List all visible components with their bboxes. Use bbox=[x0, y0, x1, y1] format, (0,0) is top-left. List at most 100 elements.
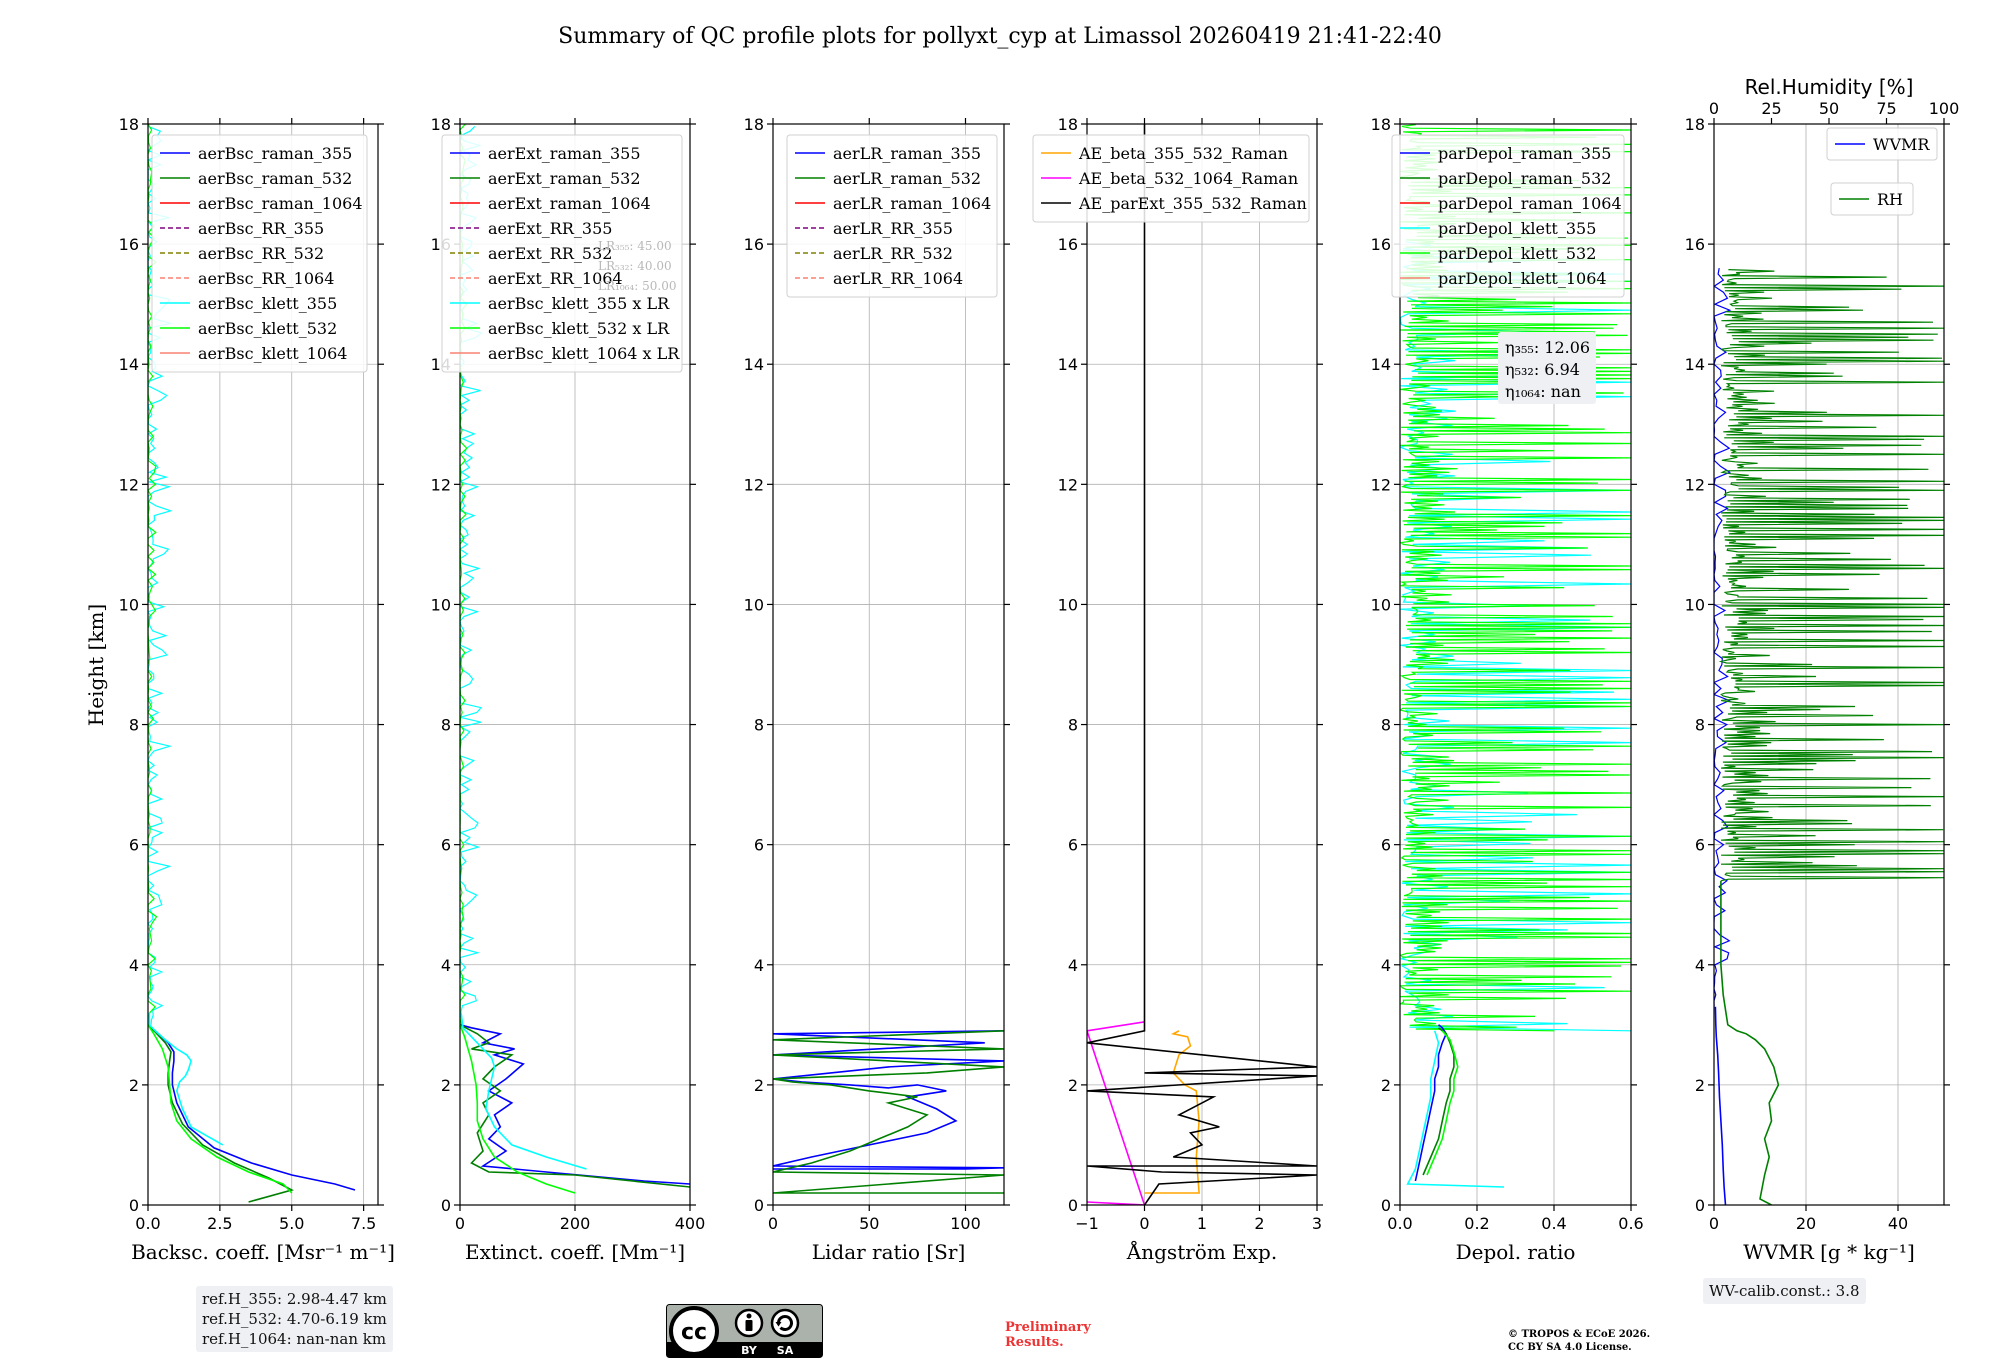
y-tick-label: 12 bbox=[431, 475, 451, 494]
y-tick-label: 12 bbox=[1058, 475, 1078, 494]
y-tick-label: 12 bbox=[119, 475, 139, 494]
y-tick-label: 18 bbox=[119, 115, 139, 134]
y-tick-label: 2 bbox=[441, 1076, 451, 1095]
y-tick-label: 14 bbox=[1058, 355, 1078, 374]
legend-label: parDepol_klett_532 bbox=[1438, 244, 1596, 263]
x-axis-label: Lidar ratio [Sr] bbox=[812, 1240, 966, 1264]
y-tick-label: 14 bbox=[1371, 355, 1391, 374]
legend-label: parDepol_raman_1064 bbox=[1438, 194, 1622, 213]
preliminary-note: Preliminary Results. bbox=[1005, 1320, 1091, 1350]
y-tick-label: 4 bbox=[754, 956, 764, 975]
legend-label: aerExt_RR_532 bbox=[488, 244, 612, 263]
y-tick-label: 10 bbox=[431, 595, 451, 614]
legend-label: parDepol_raman_355 bbox=[1438, 144, 1611, 163]
top-x-tick-label: 25 bbox=[1761, 99, 1781, 118]
copyright-note: © TROPOS & ECoE 2026. CC BY SA 4.0 Licen… bbox=[1508, 1328, 1650, 1354]
preliminary-line-1: Preliminary bbox=[1005, 1320, 1091, 1335]
y-tick-label: 0 bbox=[1695, 1196, 1705, 1215]
panel-lidar_ratio: 0 2 4 6 8 10 12 14 16 18 0 50 100 Lidar ratio [Sr] aer… bbox=[744, 115, 1010, 1264]
y-tick-label: 18 bbox=[1371, 115, 1391, 134]
y-tick-label: 8 bbox=[1068, 716, 1078, 735]
y-tick-label: 18 bbox=[1685, 115, 1705, 134]
x-tick-label: 0.6 bbox=[1618, 1214, 1643, 1233]
x-tick-label: 0.2 bbox=[1464, 1214, 1489, 1233]
cc-by-sa-logo: cc BY SA bbox=[666, 1304, 823, 1358]
copyright-line-1: © TROPOS & ECoE 2026. bbox=[1508, 1329, 1651, 1340]
figure-title: Summary of QC profile plots for pollyxt_… bbox=[558, 24, 1442, 49]
lr-annotation: LR₅₃₂: 40.00 bbox=[598, 259, 672, 273]
legend-label: aerBsc_RR_532 bbox=[198, 244, 324, 263]
series-line-ae-parext-355-532-raman bbox=[1087, 124, 1317, 1205]
legend-label: AE_beta_355_532_Raman bbox=[1078, 144, 1288, 163]
ref-height-355: ref.H_355: 2.98-4.47 km bbox=[202, 1290, 387, 1308]
axes-frame bbox=[772, 123, 1005, 1206]
y-tick-label: 12 bbox=[1371, 475, 1391, 494]
ref-height-1064: ref.H_1064: nan-nan km bbox=[202, 1330, 387, 1348]
y-tick-label: 8 bbox=[441, 716, 451, 735]
legend-label: aerLR_raman_532 bbox=[833, 169, 981, 188]
y-tick-label: 10 bbox=[119, 595, 139, 614]
y-tick-label: 2 bbox=[1381, 1076, 1391, 1095]
series-line-pardepol-klett-355 bbox=[1406, 1030, 1505, 1188]
y-tick-label: 6 bbox=[1068, 836, 1078, 855]
y-tick-label: 10 bbox=[1058, 595, 1078, 614]
plot-area-lidar_ratio bbox=[773, 1030, 1004, 1194]
x-tick-label: 40 bbox=[1888, 1214, 1908, 1233]
legend-label: aerBsc_raman_355 bbox=[198, 144, 352, 163]
series-line-ae-beta-355-532-raman bbox=[1144, 1030, 1200, 1194]
by-label: BY bbox=[741, 1344, 758, 1357]
y-axis-label: Height [km] bbox=[84, 604, 108, 726]
panel-backscatter: 0 2 4 6 8 10 12 14 16 18 0.0 2.5 5.0 7.5 Backsc. coeff… bbox=[119, 115, 395, 1264]
x-tick-label: 200 bbox=[560, 1214, 591, 1233]
legend-label: parDepol_raman_532 bbox=[1438, 169, 1611, 188]
y-tick-label: 14 bbox=[119, 355, 139, 374]
noise-profile-lime bbox=[148, 124, 158, 1025]
axes-frame bbox=[147, 123, 379, 1206]
y-tick-label: 16 bbox=[119, 235, 139, 254]
sa-share-icon bbox=[770, 1308, 800, 1338]
y-tick-label: 14 bbox=[744, 355, 764, 374]
cc-logo-text: cc bbox=[681, 1320, 707, 1345]
y-tick-label: 0 bbox=[1381, 1196, 1391, 1215]
series-line-aerbsc-klett-355-x-lr bbox=[460, 1012, 587, 1170]
x-tick-label: 0.4 bbox=[1541, 1214, 1566, 1233]
top-x-tick-label: 75 bbox=[1876, 99, 1896, 118]
panel-depol: 0 2 4 6 8 10 12 14 16 18 0.0 0.2 0.4 0.6 Depol. ratio p… bbox=[1371, 115, 1644, 1264]
lr-annotation: LR₃₅₅: 45.00 bbox=[598, 239, 672, 253]
legend-label: aerBsc_raman_1064 bbox=[198, 194, 363, 213]
eta-text: η₅₃₂: 6.94 bbox=[1505, 360, 1580, 379]
eta-text: η₃₅₅: 12.06 bbox=[1505, 338, 1590, 357]
y-tick-label: 2 bbox=[129, 1076, 139, 1095]
legend-label: aerBsc_klett_1064 bbox=[198, 344, 347, 363]
legend-label: aerBsc_klett_532 bbox=[198, 319, 337, 338]
legend-label: aerLR_RR_532 bbox=[833, 244, 953, 263]
legend-box bbox=[1830, 182, 1914, 216]
x-tick-label: 3 bbox=[1312, 1214, 1322, 1233]
y-tick-label: 0 bbox=[1068, 1196, 1078, 1215]
legend-label: aerBsc_RR_1064 bbox=[198, 269, 334, 288]
legend-label: AE_beta_532_1064_Raman bbox=[1078, 169, 1298, 188]
preliminary-line-2: Results. bbox=[1005, 1335, 1064, 1350]
x-tick-label: 0 bbox=[455, 1214, 465, 1233]
noise-profile-blue bbox=[1714, 267, 1732, 1007]
y-tick-label: 10 bbox=[1371, 595, 1391, 614]
top-x-tick-label: 50 bbox=[1819, 99, 1839, 118]
legend-label: parDepol_klett_355 bbox=[1438, 219, 1596, 238]
legend-label: aerExt_raman_1064 bbox=[488, 194, 651, 213]
y-tick-label: 16 bbox=[1685, 235, 1705, 254]
x-axis-label: Extinct. coeff. [Mm⁻¹] bbox=[465, 1240, 685, 1264]
y-tick-label: 4 bbox=[1381, 956, 1391, 975]
y-tick-label: 16 bbox=[744, 235, 764, 254]
y-tick-label: 4 bbox=[1695, 956, 1705, 975]
legend-label: aerExt_RR_1064 bbox=[488, 269, 623, 288]
legend-label: aerBsc_RR_355 bbox=[198, 219, 324, 238]
series-line-aerbsc-klett-532-x-lr bbox=[460, 1024, 576, 1194]
series-line-aerbsc-klett-355 bbox=[148, 1012, 224, 1146]
plot-area-angstrom bbox=[1087, 124, 1317, 1205]
copyright-line-2: CC BY SA 4.0 License. bbox=[1508, 1342, 1632, 1353]
y-tick-label: 6 bbox=[1695, 836, 1705, 855]
